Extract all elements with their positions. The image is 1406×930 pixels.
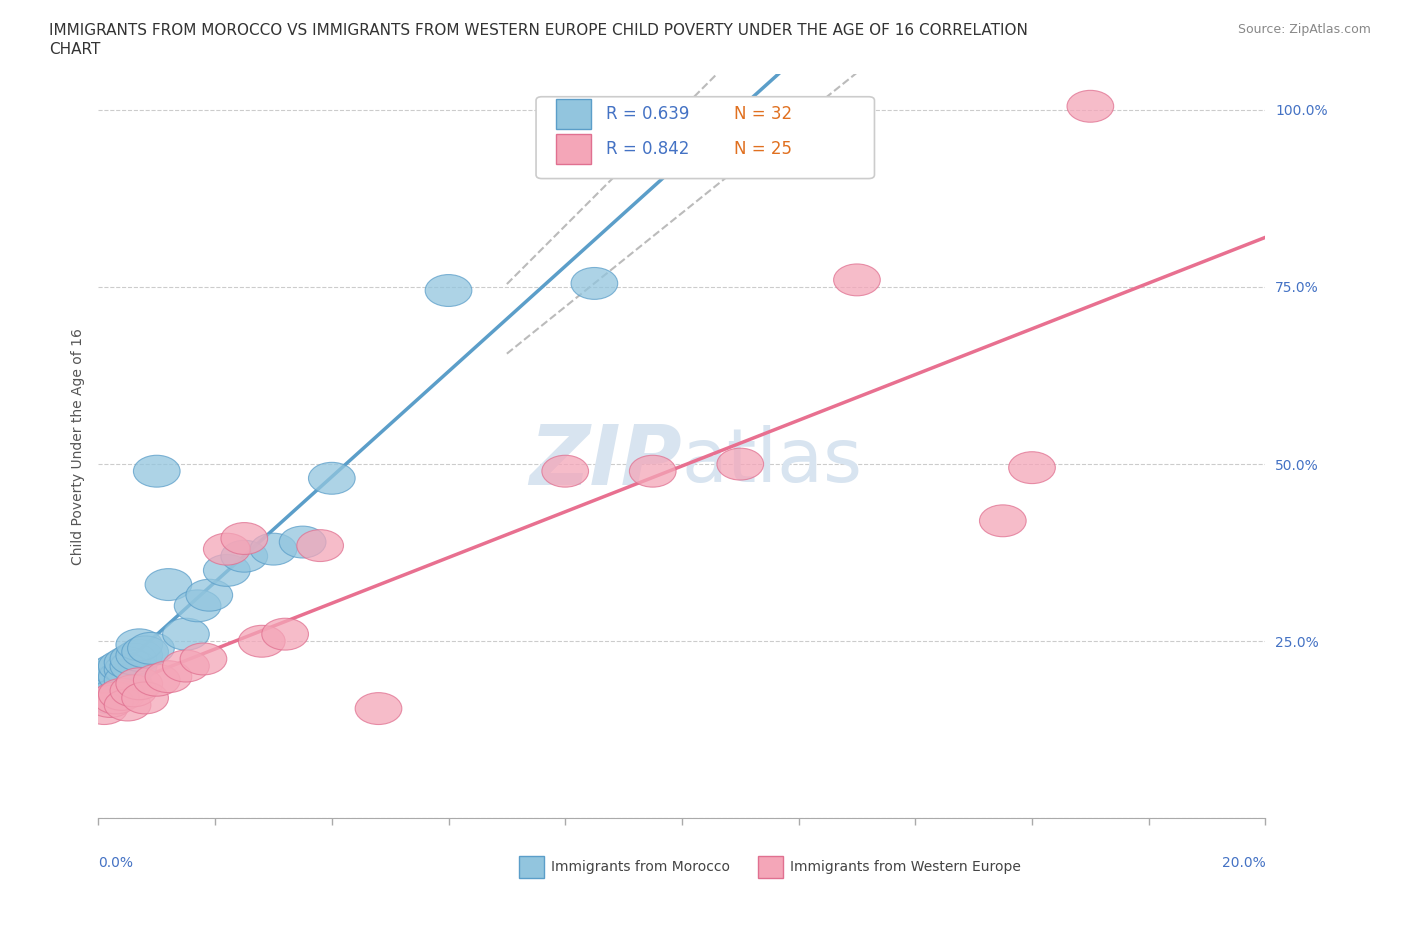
Ellipse shape — [174, 590, 221, 622]
Ellipse shape — [239, 625, 285, 658]
Ellipse shape — [115, 668, 163, 699]
Ellipse shape — [104, 689, 150, 721]
FancyBboxPatch shape — [555, 99, 591, 128]
Ellipse shape — [1008, 452, 1056, 484]
FancyBboxPatch shape — [519, 856, 544, 878]
Ellipse shape — [356, 693, 402, 724]
Ellipse shape — [280, 526, 326, 558]
Ellipse shape — [134, 664, 180, 697]
Ellipse shape — [87, 668, 134, 699]
Ellipse shape — [104, 646, 150, 679]
Ellipse shape — [204, 533, 250, 565]
Ellipse shape — [630, 456, 676, 487]
Ellipse shape — [104, 664, 150, 697]
Text: 0.0%: 0.0% — [98, 856, 134, 870]
Ellipse shape — [145, 660, 191, 693]
Ellipse shape — [82, 671, 128, 703]
Ellipse shape — [145, 568, 191, 601]
Ellipse shape — [82, 660, 128, 693]
Text: atlas: atlas — [682, 425, 863, 498]
Ellipse shape — [163, 650, 209, 682]
Ellipse shape — [122, 636, 169, 668]
Text: ZIP: ZIP — [529, 420, 682, 502]
Ellipse shape — [87, 682, 134, 714]
Text: R = 0.639: R = 0.639 — [606, 105, 689, 123]
Text: R = 0.842: R = 0.842 — [606, 140, 689, 158]
Ellipse shape — [93, 679, 139, 711]
Ellipse shape — [122, 682, 169, 714]
Text: CHART: CHART — [49, 42, 101, 57]
Ellipse shape — [834, 264, 880, 296]
FancyBboxPatch shape — [555, 134, 591, 164]
Ellipse shape — [93, 682, 139, 714]
Ellipse shape — [110, 650, 157, 682]
Ellipse shape — [98, 650, 145, 682]
Ellipse shape — [134, 456, 180, 487]
Ellipse shape — [104, 654, 150, 685]
Ellipse shape — [571, 268, 617, 299]
Text: N = 25: N = 25 — [734, 140, 793, 158]
Ellipse shape — [110, 675, 157, 707]
Ellipse shape — [221, 540, 267, 572]
Ellipse shape — [308, 462, 356, 494]
Ellipse shape — [98, 679, 145, 711]
Ellipse shape — [186, 579, 232, 611]
Ellipse shape — [115, 640, 163, 671]
Ellipse shape — [98, 660, 145, 693]
Ellipse shape — [250, 533, 297, 565]
Ellipse shape — [93, 654, 139, 685]
Text: Source: ZipAtlas.com: Source: ZipAtlas.com — [1237, 23, 1371, 36]
Ellipse shape — [980, 505, 1026, 537]
Ellipse shape — [93, 671, 139, 703]
Ellipse shape — [425, 274, 472, 307]
Ellipse shape — [221, 523, 267, 554]
Ellipse shape — [87, 685, 134, 717]
Ellipse shape — [93, 664, 139, 697]
FancyBboxPatch shape — [758, 856, 783, 878]
Text: Immigrants from Morocco: Immigrants from Morocco — [551, 859, 730, 874]
Ellipse shape — [87, 658, 134, 689]
Ellipse shape — [1067, 90, 1114, 122]
Ellipse shape — [180, 643, 226, 675]
Text: IMMIGRANTS FROM MOROCCO VS IMMIGRANTS FROM WESTERN EUROPE CHILD POVERTY UNDER TH: IMMIGRANTS FROM MOROCCO VS IMMIGRANTS FR… — [49, 23, 1028, 38]
Ellipse shape — [128, 632, 174, 664]
Ellipse shape — [297, 530, 343, 562]
Text: Immigrants from Western Europe: Immigrants from Western Europe — [790, 859, 1021, 874]
Ellipse shape — [541, 456, 589, 487]
Ellipse shape — [717, 448, 763, 480]
Ellipse shape — [115, 629, 163, 660]
Ellipse shape — [82, 693, 128, 724]
Ellipse shape — [262, 618, 308, 650]
Text: N = 32: N = 32 — [734, 105, 793, 123]
Ellipse shape — [204, 554, 250, 586]
Ellipse shape — [163, 618, 209, 650]
FancyBboxPatch shape — [536, 97, 875, 179]
Text: 20.0%: 20.0% — [1222, 856, 1265, 870]
Y-axis label: Child Poverty Under the Age of 16: Child Poverty Under the Age of 16 — [70, 328, 84, 565]
Ellipse shape — [110, 643, 157, 675]
